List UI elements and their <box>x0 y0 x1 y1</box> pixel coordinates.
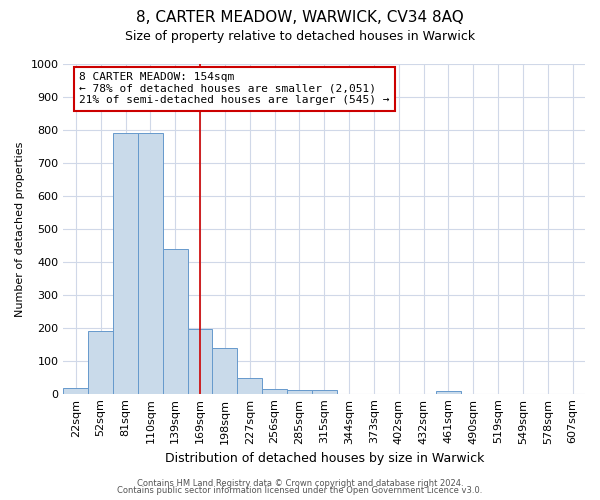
Bar <box>163 248 188 394</box>
Y-axis label: Number of detached properties: Number of detached properties <box>15 141 25 316</box>
Bar <box>138 133 163 394</box>
Text: Size of property relative to detached houses in Warwick: Size of property relative to detached ho… <box>125 30 475 43</box>
X-axis label: Distribution of detached houses by size in Warwick: Distribution of detached houses by size … <box>164 452 484 465</box>
Bar <box>88 331 113 394</box>
Bar <box>188 330 212 394</box>
Bar <box>262 388 287 394</box>
Bar <box>237 378 262 394</box>
Bar <box>436 391 461 394</box>
Text: 8 CARTER MEADOW: 154sqm
← 78% of detached houses are smaller (2,051)
21% of semi: 8 CARTER MEADOW: 154sqm ← 78% of detache… <box>79 72 389 106</box>
Bar <box>312 390 337 394</box>
Bar <box>113 133 138 394</box>
Text: Contains HM Land Registry data © Crown copyright and database right 2024.: Contains HM Land Registry data © Crown c… <box>137 478 463 488</box>
Bar <box>212 348 237 394</box>
Bar <box>287 390 312 394</box>
Bar <box>64 388 88 394</box>
Text: Contains public sector information licensed under the Open Government Licence v3: Contains public sector information licen… <box>118 486 482 495</box>
Text: 8, CARTER MEADOW, WARWICK, CV34 8AQ: 8, CARTER MEADOW, WARWICK, CV34 8AQ <box>136 10 464 25</box>
